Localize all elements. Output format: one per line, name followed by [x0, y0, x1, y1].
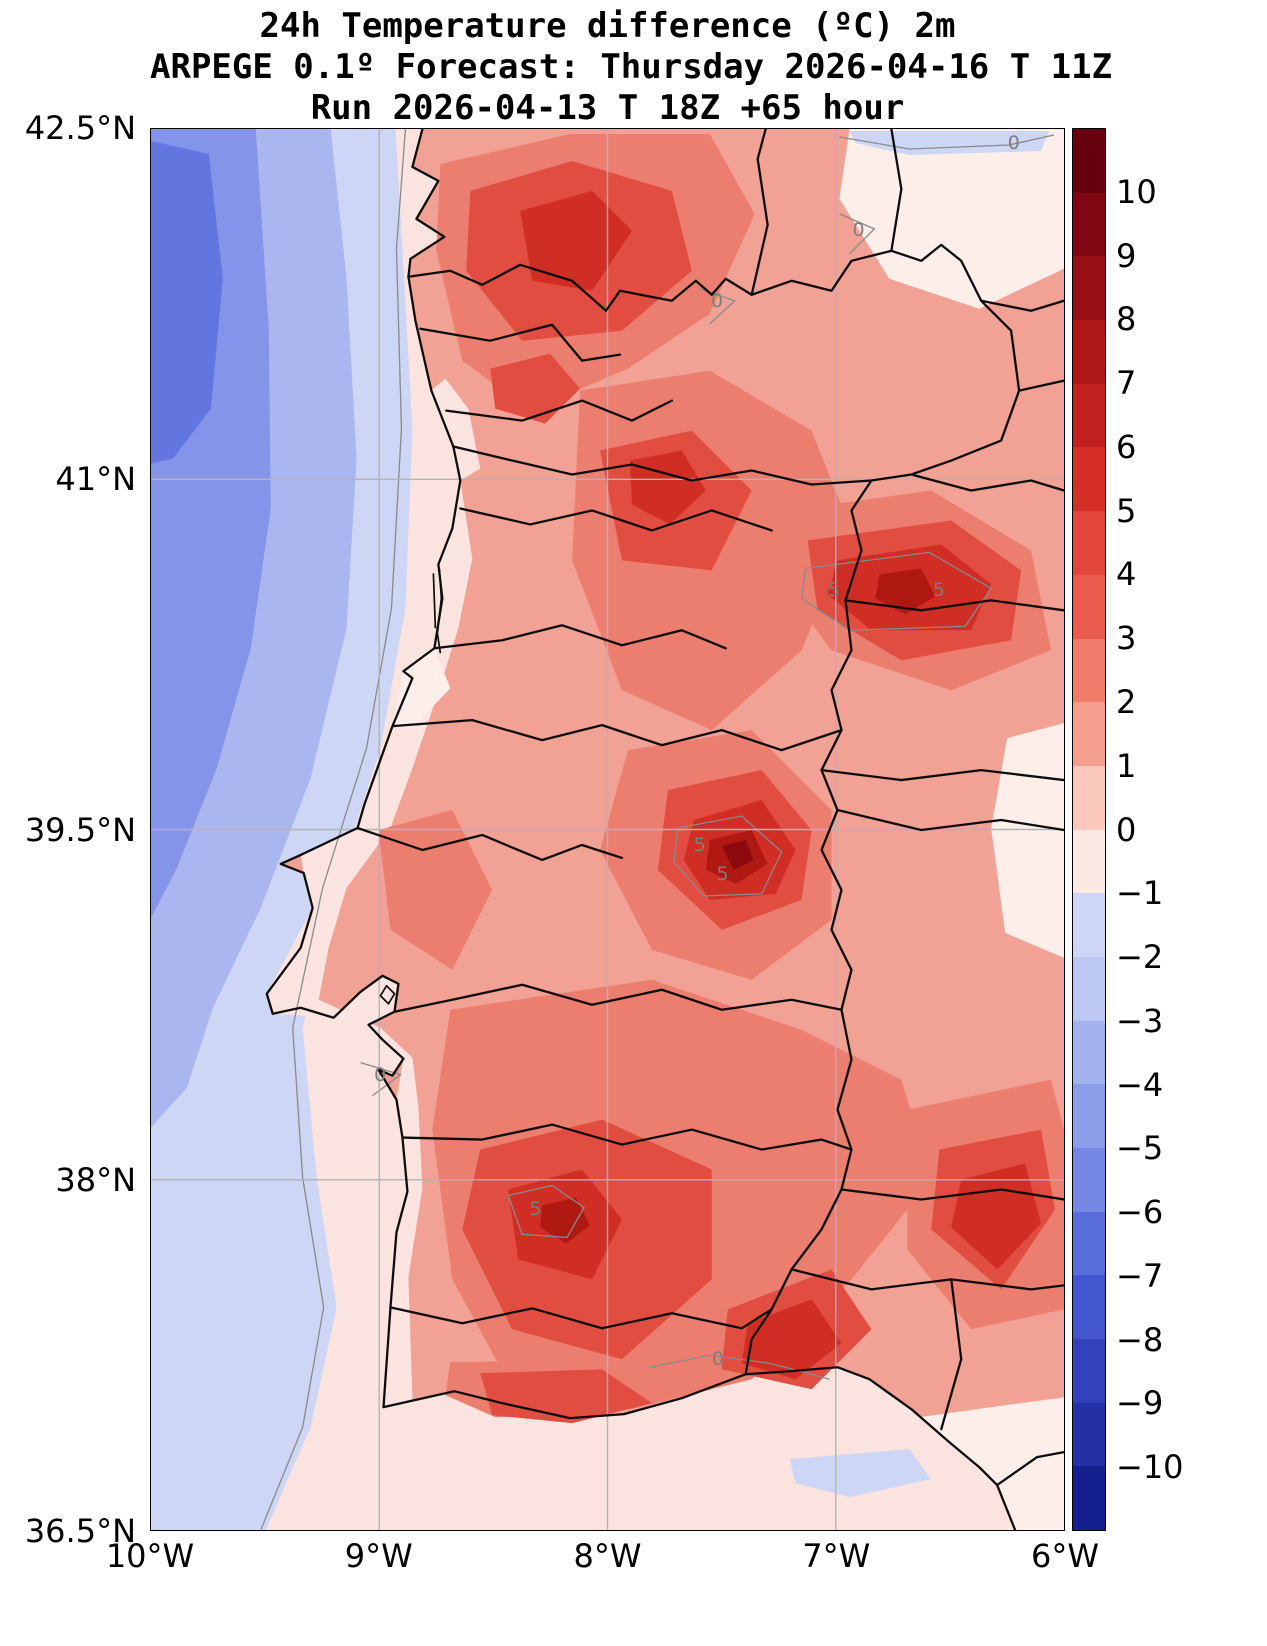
- title-line-2: ARPEGE 0.1º Forecast: Thursday 2026-04-1…: [150, 47, 1113, 87]
- colorbar-tick-label: 7: [1116, 364, 1137, 403]
- colorbar-segment: [1073, 1466, 1105, 1531]
- colorbar-segment: [1073, 1148, 1105, 1212]
- colorbar-tick-label: 8: [1116, 300, 1137, 339]
- y-tick-label: 36.5°N: [24, 1512, 136, 1550]
- colorbar-tick-label: −9: [1116, 1384, 1164, 1423]
- y-axis: 42.5°N 41°N 39.5°N 38°N 36.5°N: [0, 109, 142, 1550]
- colorbar-segment: [1073, 638, 1105, 703]
- colorbar-tick-label: −6: [1116, 1193, 1164, 1232]
- colorbar-tick-label: −3: [1116, 1001, 1164, 1040]
- colorbar-segment: [1073, 1211, 1105, 1276]
- colorbar-segment: [1073, 320, 1105, 384]
- colorbar-tick-label: −5: [1116, 1129, 1164, 1168]
- x-tick-label: 6°W: [1031, 1537, 1099, 1575]
- colorbar-segment: [1073, 447, 1105, 512]
- coastline: [265, 129, 1017, 1530]
- colorbar-ticks: 10 9 8 7 6 5 4 3 2 1 0 −1 −2 −3 −4 −5 −6 −7 −8 −9 −10: [1116, 128, 1256, 1531]
- colorbar-segment: [1073, 192, 1105, 257]
- x-tick-label: 9°W: [344, 1537, 413, 1575]
- colorbar-tick-label: 2: [1116, 682, 1137, 721]
- colorbar-segment: [1073, 511, 1105, 575]
- y-tick-label: 41°N: [55, 459, 136, 498]
- colorbar-tick-label: −8: [1116, 1320, 1164, 1359]
- colorbar-segment: [1073, 702, 1105, 766]
- colorbar-tick-label: 3: [1116, 619, 1137, 658]
- spanish-province-boundaries: [750, 129, 1064, 1487]
- title-line-3: Run 2026-04-13 T 18Z +65 hour: [310, 88, 905, 128]
- pale-blue-sliver-top: [849, 130, 1050, 155]
- map-canvas: [151, 129, 1064, 1530]
- colorbar-tick-label: −10: [1116, 1448, 1184, 1487]
- colorbar-segment: [1073, 1020, 1105, 1085]
- colorbar-tick-label: 4: [1116, 555, 1137, 594]
- colorbar-tick-label: 1: [1116, 746, 1137, 785]
- x-tick-label: 7°W: [802, 1537, 871, 1575]
- figure-title: 24h Temperature difference (ºC) 2m ARPEG…: [150, 6, 1113, 129]
- colorbar-segment: [1073, 956, 1105, 1021]
- colorbar-segment: [1073, 765, 1105, 830]
- y-tick-label: 42.5°N: [24, 109, 136, 147]
- colorbar-segment: [1073, 1339, 1105, 1403]
- colorbar-segment: [1073, 129, 1105, 193]
- colorbar: [1072, 128, 1106, 1531]
- colorbar-segment: [1073, 829, 1105, 894]
- colorbar-segment: [1073, 893, 1105, 957]
- pale-patch-ne: [839, 129, 1064, 309]
- colorbar-tick-label: −1: [1116, 874, 1164, 913]
- pale-blue-patch-south: [789, 1449, 932, 1498]
- x-tick-label: 10°W: [105, 1537, 195, 1575]
- colorbar-segment: [1073, 574, 1105, 639]
- colorbar-tick-label: 5: [1116, 491, 1137, 530]
- colorbar-tick-label: −2: [1116, 938, 1164, 977]
- colorbar-segment: [1073, 1275, 1105, 1340]
- colorbar-tick-label: −4: [1116, 1065, 1164, 1104]
- colorbar-segment: [1073, 383, 1105, 448]
- estuary-details: [379, 568, 443, 1005]
- x-axis: 10°W 9°W 8°W 7°W 6°W: [106, 1537, 1099, 1577]
- gray-contour-layer: [260, 129, 1055, 1530]
- y-tick-label: 38°N: [55, 1161, 136, 1200]
- boundary-layer: [265, 129, 1064, 1530]
- colorbar-segment: [1073, 256, 1105, 321]
- title-line-1: 24h Temperature difference (ºC) 2m: [259, 6, 956, 46]
- colorbar-tick-label: 10: [1116, 172, 1157, 211]
- colorbar-tick-label: 9: [1116, 236, 1137, 275]
- portugal-spain-border: [407, 243, 1021, 1376]
- colorbar-segment: [1073, 1084, 1105, 1148]
- colorbar-segment: [1073, 1402, 1105, 1467]
- colorbar-tick-label: 0: [1116, 810, 1137, 849]
- colorbar-tick-label: −7: [1116, 1256, 1164, 1295]
- colorbar-tick-label: 6: [1116, 427, 1137, 466]
- gridlines: [151, 129, 1064, 1530]
- district-boundaries: [356, 323, 873, 1330]
- x-tick-label: 8°W: [573, 1537, 642, 1575]
- y-tick-label: 39.5°N: [24, 810, 136, 849]
